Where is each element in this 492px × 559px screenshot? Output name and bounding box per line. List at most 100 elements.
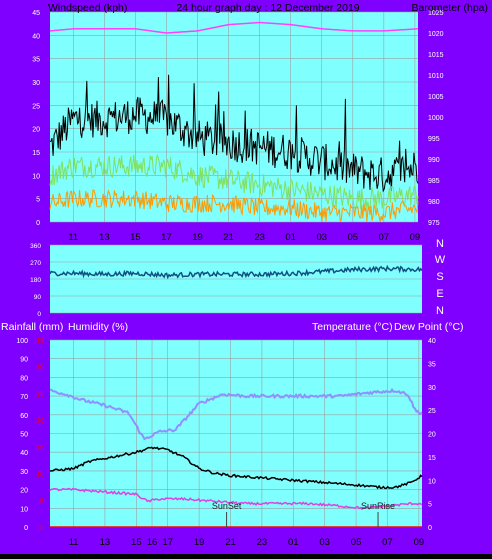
temperature-tick-label: 0 [428, 525, 432, 532]
humidity-tick-label: 50 [20, 432, 28, 439]
humidity-tick-label: 80 [20, 375, 28, 382]
sun-annotations: SunSet SunRise [212, 501, 395, 527]
upper-x-tick-label: 03 [316, 232, 327, 243]
rainfall-tick-label: 35 [36, 338, 44, 345]
lower-x-tick-label: 13 [100, 537, 111, 548]
lower-x-tick-label: 05 [351, 537, 362, 548]
windspeed-tick-label: 15 [32, 150, 40, 157]
direction-tick-label: 0 [37, 311, 41, 318]
temperature-axis-label: Temperature (°C) [312, 321, 393, 333]
temperature-tick-label: 5 [428, 502, 432, 509]
upper-x-tick-label: 01 [285, 232, 296, 243]
humidity-axis-label: Humidity (%) [68, 321, 128, 333]
barometer-tick-label: 985 [428, 178, 440, 185]
windspeed-tick-label: 30 [32, 80, 40, 87]
windspeed-tick-label: 20 [32, 127, 40, 134]
humidity-tick-label: 40 [20, 450, 28, 457]
upper-series [49, 21, 419, 223]
series-humidity [50, 387, 423, 441]
upper-x-tick-label: 13 [99, 232, 110, 243]
series-wind-low [49, 189, 419, 223]
temperature-tick-label: 15 [428, 455, 436, 462]
barometer-tick-label: 1015 [428, 52, 444, 59]
lower-grid [50, 339, 422, 528]
series-wind-average [49, 153, 419, 211]
direction-tick-label: 360 [30, 243, 41, 250]
lower-series [49, 387, 423, 528]
lower-x-tick-label: 03 [319, 537, 330, 548]
sunrise-label: SunRise [361, 501, 395, 511]
windspeed-tick-label: 40 [32, 33, 40, 40]
upper-x-tick-label: 21 [223, 232, 234, 243]
windspeed-tick-label: 45 [32, 10, 40, 17]
barometer-tick-label: 1005 [428, 94, 444, 101]
rainfall-tick-label: 15 [36, 445, 44, 452]
rainfall-tick-label: 20 [36, 418, 44, 425]
temperature-tick-label: 10 [428, 478, 436, 485]
upper-x-tick-label: 09 [410, 232, 421, 243]
humidity-tick-label: 20 [20, 488, 28, 495]
upper-ticks: 0510152025303540459759809859909951000100… [32, 10, 443, 243]
compass-label-e: E [436, 288, 443, 300]
barometer-tick-label: 1025 [428, 10, 444, 17]
lower-x-tick-label: 01 [288, 537, 299, 548]
dew-point-axis-label: Dew Point (°C) [394, 321, 464, 333]
rainfall-tick-label: 30 [36, 365, 44, 372]
wind-barometer-chart: 0510152025303540459759809859909951000100… [0, 0, 492, 243]
humidity-tick-label: 60 [20, 413, 28, 420]
temperature-tick-label: 40 [428, 338, 436, 345]
windspeed-axis-label: Windspeed (kph) [48, 2, 127, 14]
barometer-tick-label: 995 [428, 136, 440, 143]
lower-x-tick-label: 11 [69, 537, 79, 548]
graph-title: 24 hour graph day : 12 December 2019 [176, 2, 359, 14]
compass-label-w: W [435, 254, 446, 266]
upper-x-tick-label: 07 [379, 232, 390, 243]
humidity-tick-label: 10 [20, 506, 28, 513]
series-temperature [49, 446, 423, 490]
rainfall-tick-label: 0 [40, 525, 44, 532]
windspeed-tick-label: 35 [32, 57, 40, 64]
lower-x-tick-label: 15 [131, 537, 142, 548]
rainfall-tick-label: 5 [40, 498, 44, 505]
upper-plot-area [50, 12, 418, 222]
humidity-tick-label: 30 [20, 469, 28, 476]
barometer-tick-label: 1020 [428, 31, 444, 38]
lower-x-tick-label: 09 [414, 537, 425, 548]
lower-ticks: 0102030405060708090100051015202530350510… [16, 338, 436, 548]
windspeed-tick-label: 25 [32, 103, 40, 110]
lower-x-tick-label: 21 [225, 537, 236, 548]
temperature-tick-label: 25 [428, 408, 436, 415]
windspeed-tick-label: 0 [36, 220, 40, 227]
humidity-tick-label: 70 [20, 394, 28, 401]
compass-label-n-bottom: N [436, 305, 444, 317]
windspeed-tick-label: 10 [32, 173, 40, 180]
series-wind-direction [49, 264, 423, 280]
rainfall-tick-label: 25 [36, 391, 44, 398]
compass-label-s: S [436, 271, 443, 283]
direction-tick-label: 270 [30, 260, 41, 267]
windspeed-tick-label: 5 [36, 197, 40, 204]
series-dew-point [49, 487, 423, 511]
series-wind-gust [49, 74, 419, 193]
direction-tick-label: 180 [30, 277, 41, 284]
wind-direction-chart: 360 270 180 90 0 N W S E N [0, 238, 492, 318]
barometer-tick-label: 1000 [428, 115, 444, 122]
barometer-tick-label: 975 [428, 220, 440, 227]
lower-x-tick-label: 16 [147, 537, 158, 548]
temperature-tick-label: 30 [428, 385, 436, 392]
compass-labels: N W S E N [435, 238, 446, 317]
humidity-tick-label: 90 [20, 357, 28, 364]
compass-label-n-top: N [436, 238, 444, 250]
lower-x-tick-label: 17 [162, 537, 173, 548]
rainfall-tick-label: 10 [36, 472, 44, 479]
direction-tick-label: 90 [34, 294, 42, 301]
temperature-tick-label: 35 [428, 361, 436, 368]
direction-grid [50, 244, 422, 314]
lower-x-tick-label: 23 [257, 537, 268, 548]
barometer-axis-label: Barometer (hpa) [412, 2, 488, 14]
humidity-tick-label: 100 [16, 338, 28, 345]
temperature-tick-label: 20 [428, 432, 436, 439]
series-barometer [49, 21, 419, 34]
